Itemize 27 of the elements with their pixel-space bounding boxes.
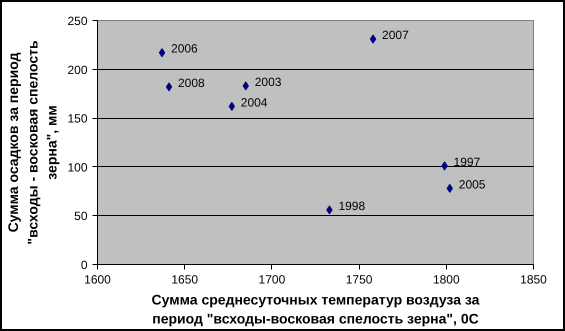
x-tick-label: 1700 [258,272,286,286]
annotation: 2008 [178,76,206,90]
x-tick-label: 1600 [84,272,112,286]
point [326,205,333,214]
point [158,48,166,58]
y-tick-label: 150 [67,112,88,126]
y-axis-title: Сумма осадков за период "всходы - восковая спелость зерна", мм [5,40,60,245]
x-axis-title: Сумма среднесуточных температур воздуза за период "всходы-восковая спелость зерна", 0С [152,292,480,327]
annotation: 2007 [382,28,410,42]
x-tick-label: 1750 [346,272,373,286]
point [166,82,172,92]
x-tick-label: 1800 [432,272,460,286]
annotation: 1997 [454,154,481,169]
annotation: 1998 [338,198,366,213]
annotation: 2004 [240,95,268,110]
y-tick-label: 100 [67,160,88,174]
x-tick-label: 1850 [520,272,548,286]
point [441,161,448,170]
y-tick-label: 0 [80,258,88,272]
y-tick-label: 200 [67,62,88,77]
annotation: 2006 [171,42,198,56]
point [370,34,376,44]
annotation: 2005 [458,177,486,192]
annotation: 2003 [254,74,282,89]
y-tick-label: 50 [74,209,88,224]
y-tick-label: 250 [67,14,88,28]
x-tick-label: 1650 [171,272,198,286]
